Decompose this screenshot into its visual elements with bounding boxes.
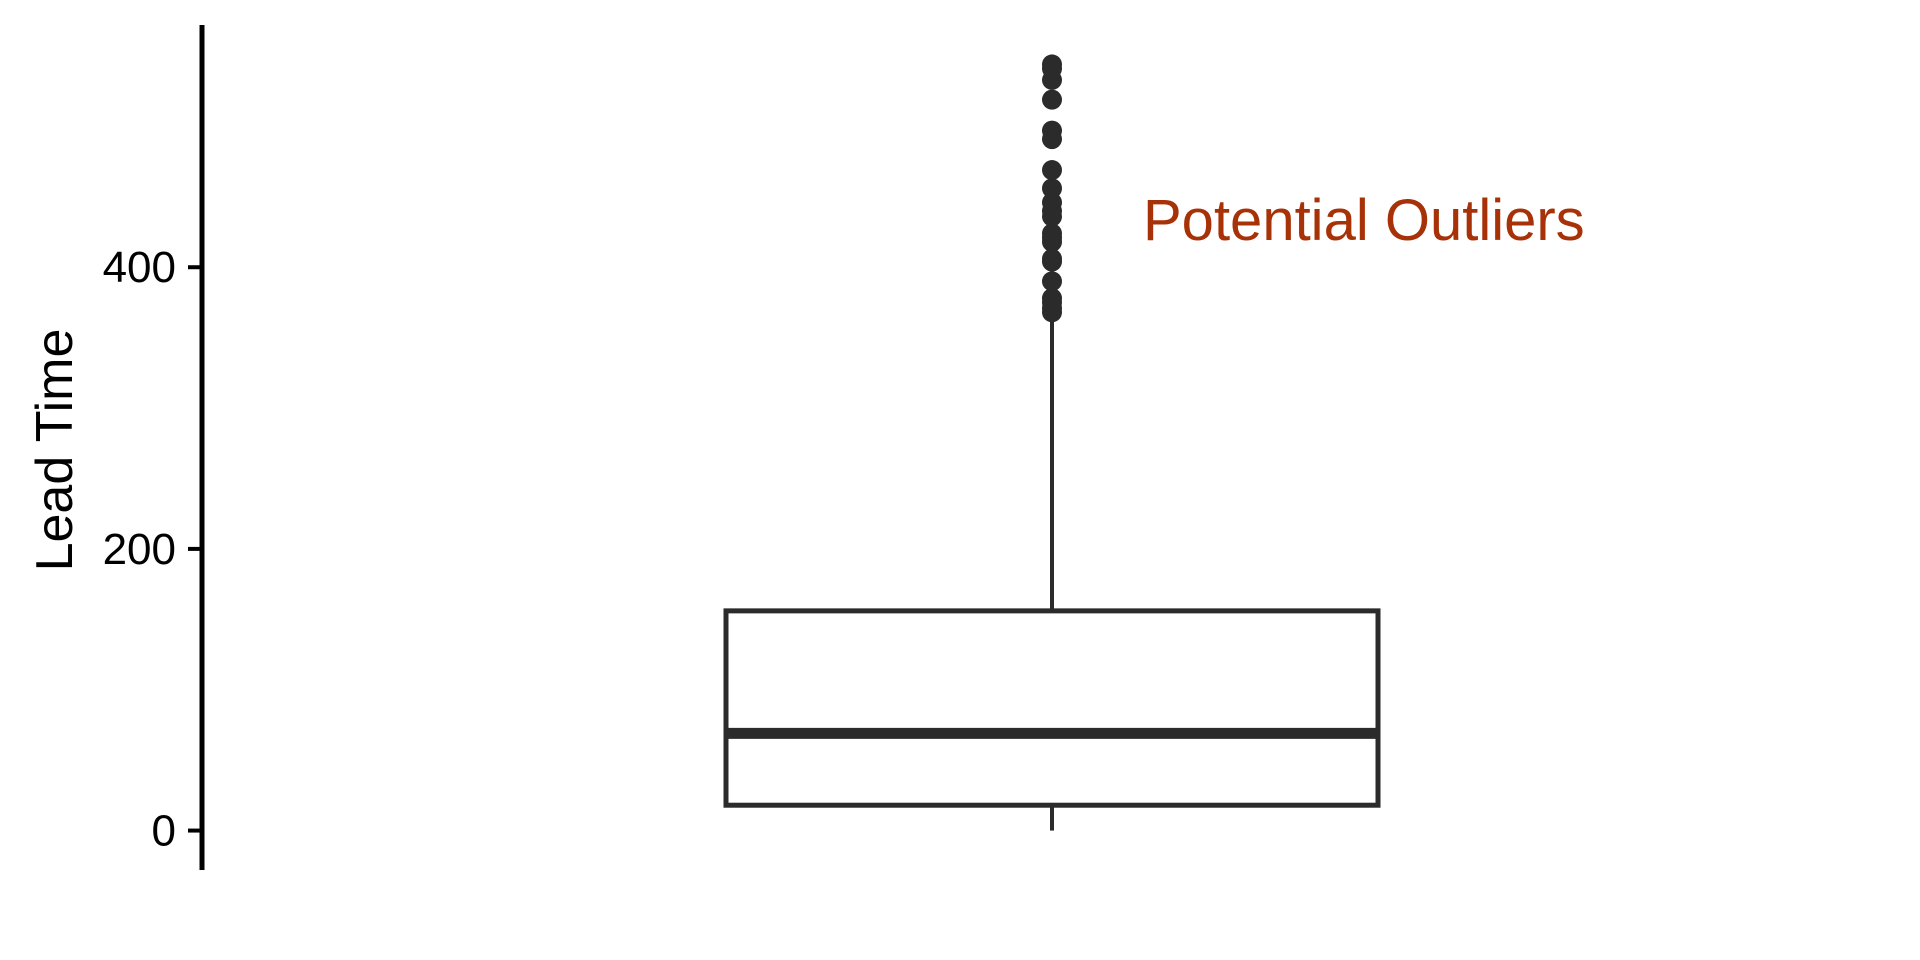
outlier-point — [1042, 288, 1062, 309]
outlier-point — [1042, 120, 1062, 141]
outlier-point — [1042, 160, 1062, 181]
outlier-point — [1042, 248, 1062, 269]
outlier-point — [1042, 89, 1062, 110]
y-tick-label: 400 — [103, 243, 176, 292]
y-axis: 0 200 400 — [103, 25, 205, 870]
outlier-point — [1042, 223, 1062, 244]
y-axis-label: Lead Time — [26, 329, 84, 572]
outlier-point — [1042, 192, 1062, 213]
outlier-point — [1042, 178, 1062, 199]
outlier-annotation: Potential Outliers — [1143, 188, 1585, 253]
outlier-point — [1042, 271, 1062, 292]
outlier-group — [1042, 54, 1062, 323]
box-iqr — [723, 608, 1381, 808]
outlier-point — [1042, 54, 1062, 75]
box-group — [723, 315, 1381, 831]
y-tick-label: 0 — [152, 807, 176, 856]
y-tick-label: 200 — [103, 525, 176, 574]
